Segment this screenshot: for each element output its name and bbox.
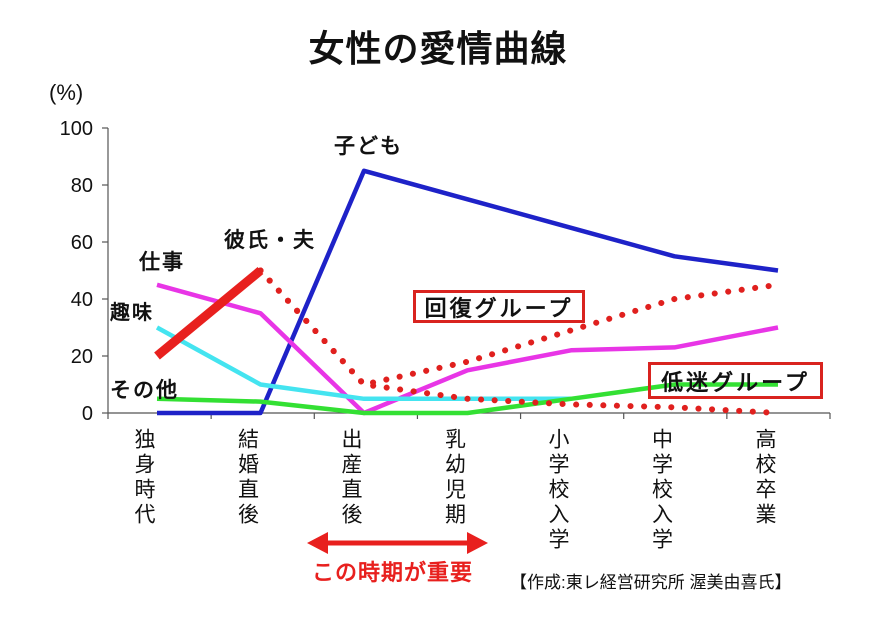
series-line-7 (257, 267, 781, 416)
y-axis-label: (%) (49, 80, 84, 105)
series-lines (154, 168, 781, 416)
series-line-2 (156, 282, 779, 416)
credit-text: 【作成:東レ経営研究所 渥美由喜氏】 (510, 573, 792, 592)
series-label-partner: 彼氏・夫 (224, 229, 316, 252)
x-tick-label: 中学校入学 (649, 428, 673, 553)
emphasis-arrow (307, 532, 488, 554)
series-label-hobby: 趣味 (110, 302, 154, 324)
y-tick-label: 20 (71, 346, 93, 368)
x-tick-label: 出産直後 (339, 428, 362, 528)
series-line-6 (257, 267, 781, 388)
series-line-3 (155, 325, 571, 402)
series-label-children: 子ども (334, 135, 403, 158)
series-line-5 (154, 267, 264, 360)
emphasis-text: この時期が重要 (312, 560, 474, 585)
series-line-4 (156, 382, 778, 416)
x-tick-label: 小学校入学 (546, 428, 569, 553)
x-tick-label: 高校卒業 (753, 428, 776, 528)
y-tick-label: 100 (60, 118, 93, 140)
slump-group-box: 低迷グループ (648, 362, 823, 399)
y-tick-label: 60 (71, 232, 93, 254)
series-label-work: 仕事 (139, 251, 185, 274)
y-tick-label: 0 (82, 403, 93, 425)
x-tick-label: 独身時代 (132, 428, 155, 528)
emphasis-arrow-head-right (467, 532, 488, 554)
chart-title: 女性の愛情曲線 (308, 28, 568, 69)
slump-group-label: 低迷グループ (661, 369, 810, 395)
recovery-group-label: 回復グループ (424, 295, 574, 321)
x-tick-label: 乳幼児期 (442, 428, 466, 528)
emphasis-arrow-head-left (307, 532, 328, 554)
series-line-1 (157, 168, 779, 416)
y-tick-label: 80 (71, 175, 93, 197)
recovery-group-box: 回復グループ (413, 290, 585, 323)
x-tick-label: 結婚直後 (235, 428, 259, 528)
y-tick-label: 40 (71, 289, 93, 311)
series-label-other: その他 (110, 379, 179, 402)
